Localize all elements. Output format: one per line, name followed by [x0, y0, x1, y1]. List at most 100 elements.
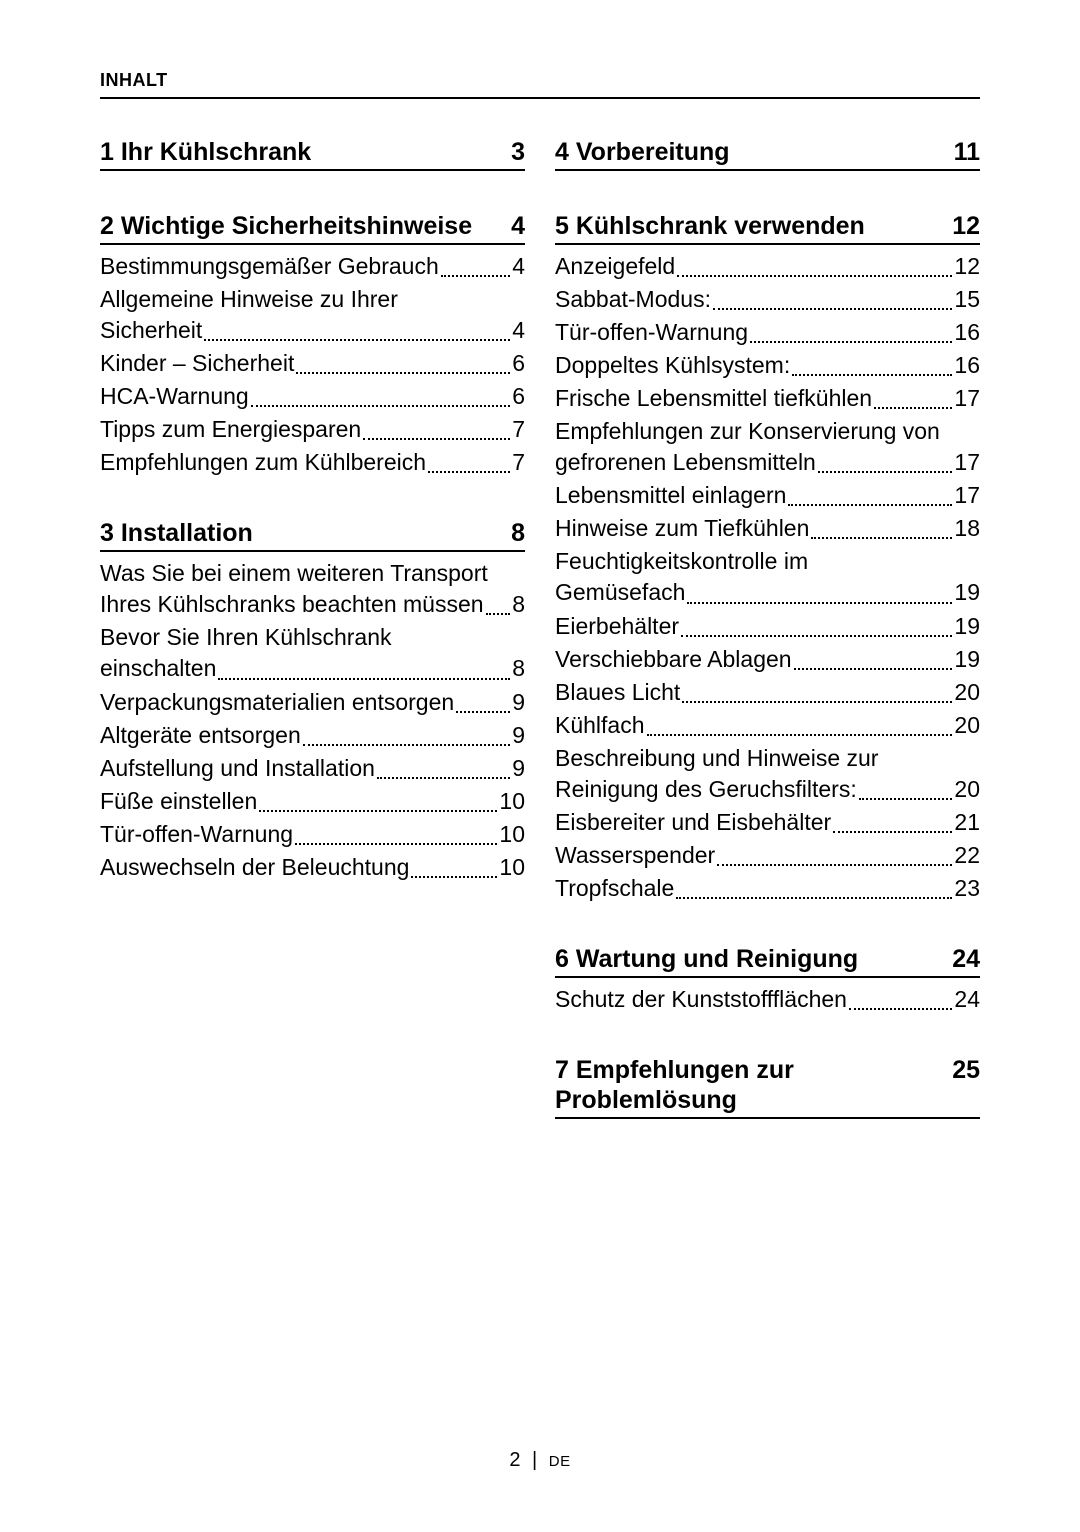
toc-entry: Doppeltes Kühlsystem: 16 [555, 350, 980, 381]
section-page: 3 [511, 137, 525, 167]
toc-entry-label: Tür-offen-Warnung [555, 317, 748, 348]
toc-entry: Hinweise zum Tiefkühlen 18 [555, 513, 980, 544]
toc-leader [859, 798, 953, 800]
toc-entry-page: 17 [954, 480, 980, 511]
toc-leader [750, 341, 952, 343]
toc-leader [218, 678, 510, 680]
section-title: 6 Wartung und Reinigung [555, 944, 952, 974]
toc-entry: Kinder – Sicherheit 6 [100, 348, 525, 379]
section-heading: 2 Wichtige Sicherheitshinweise4 [100, 211, 525, 245]
toc-entry-preline: Was Sie bei einem weiteren Transport [100, 558, 525, 589]
toc-entry: Sabbat-Modus: 15 [555, 284, 980, 315]
toc-entry-label: Hinweise zum Tiefkühlen [555, 513, 809, 544]
toc-entry: Verschiebbare Ablagen19 [555, 644, 980, 675]
toc-entry: Tür-offen-Warnung 10 [100, 819, 525, 850]
toc-entry-label: Wasserspender [555, 840, 715, 871]
toc-entry: Lebensmittel einlagern 17 [555, 480, 980, 511]
toc-leader [794, 668, 953, 670]
toc-entry-page: 8 [512, 653, 525, 684]
toc-leader [456, 711, 510, 713]
toc-entry-label: Auswechseln der Beleuchtung [100, 852, 409, 883]
section-heading: 5 Kühlschrank verwenden12 [555, 211, 980, 245]
toc-entry-page: 9 [512, 687, 525, 718]
section-heading: 7 Empfehlungen zur Problemlösung25 [555, 1055, 980, 1119]
toc-entry-page: 20 [954, 677, 980, 708]
toc-entry-page: 7 [512, 414, 525, 445]
section-heading: 3 Installation8 [100, 518, 525, 552]
toc-entry-label: Lebensmittel einlagern [555, 480, 786, 511]
toc-leader [811, 537, 952, 539]
toc-entry-preline: Empfehlungen zur Konservierung von [555, 416, 980, 447]
toc-entry: Was Sie bei einem weiteren TransportIhre… [100, 558, 525, 620]
toc-entry: Blaues Licht20 [555, 677, 980, 708]
right-column: 4 Vorbereitung115 Kühlschrank verwenden1… [555, 129, 980, 1159]
toc-entry-preline: Feuchtigkeitskontrolle im [555, 546, 980, 577]
toc-entry-page: 16 [954, 317, 980, 348]
toc-entry-line: Gemüsefach 19 [555, 577, 980, 608]
toc-entry-label: Ihres Kühlschranks beachten müssen [100, 589, 484, 620]
toc-entry-label: Sabbat-Modus: [555, 284, 711, 315]
toc-leader [259, 810, 497, 812]
toc-leader [296, 372, 510, 374]
section-block: 4 Vorbereitung11 [555, 137, 980, 171]
footer-page-number: 2 [509, 1449, 520, 1471]
toc-entry-label: gefrorenen Lebensmitteln [555, 447, 816, 478]
toc-entry-label: einschalten [100, 653, 216, 684]
section-block: 5 Kühlschrank verwenden12 Anzeigefeld12Sa… [555, 211, 980, 904]
toc-entry: Empfehlungen zur Konservierung vongefror… [555, 416, 980, 478]
toc-entry-label: Schutz der Kunststoffflächen [555, 984, 847, 1015]
toc-entry: Allgemeine Hinweise zu IhrerSicherheit4 [100, 284, 525, 346]
toc-entry: Bevor Sie Ihren Kühlschrankeinschalten8 [100, 622, 525, 684]
toc-leader [818, 471, 953, 473]
toc-leader [251, 405, 511, 407]
toc-entry: Frische Lebensmittel tiefkühlen17 [555, 383, 980, 414]
section-title: 7 Empfehlungen zur Problemlösung [555, 1055, 952, 1115]
toc-entry-line: einschalten 8 [100, 653, 525, 684]
left-column: 1 Ihr Kühlschrank3 2 Wichtige Sicherheits… [100, 129, 525, 1159]
toc-entry: Tropfschale 23 [555, 873, 980, 904]
toc-entry-page: 8 [512, 589, 525, 620]
section-title: 1 Ihr Kühlschrank [100, 137, 511, 167]
section-heading: 6 Wartung und Reinigung24 [555, 944, 980, 978]
toc-entry: Auswechseln der Beleuchtung10 [100, 852, 525, 883]
toc-entry: Schutz der Kunststoffflächen 24 [555, 984, 980, 1015]
toc-entry-label: Gemüsefach [555, 577, 685, 608]
toc-entry-label: Bestimmungsgemäßer Gebrauch [100, 251, 439, 282]
section-block: 1 Ihr Kühlschrank3 [100, 137, 525, 171]
toc-leader [411, 876, 497, 878]
toc-entry-page: 10 [499, 819, 525, 850]
toc-entry: Eierbehälter19 [555, 611, 980, 642]
section-block: 3 Installation8 Was Sie bei einem weitere… [100, 518, 525, 882]
toc-entry-label: Frische Lebensmittel tiefkühlen [555, 383, 872, 414]
toc-entry-label: Verpackungsmaterialien entsorgen [100, 687, 454, 718]
toc-entry-label: Tropfschale [555, 873, 674, 904]
toc-entry-label: Tür-offen-Warnung [100, 819, 293, 850]
section-title: 5 Kühlschrank verwenden [555, 211, 952, 241]
section-title: 4 Vorbereitung [555, 137, 954, 167]
toc-entry-label: Kinder – Sicherheit [100, 348, 294, 379]
toc-entry-label: Anzeigefeld [555, 251, 675, 282]
toc-entry-page: 10 [499, 786, 525, 817]
toc-entry-preline: Beschreibung und Hinweise zur [555, 743, 980, 774]
toc-entry: Tipps zum Energiesparen7 [100, 414, 525, 445]
section-page: 11 [954, 137, 980, 167]
toc-entry-page: 17 [954, 447, 980, 478]
footer-separator: | [532, 1449, 537, 1471]
toc-entry-page: 22 [954, 840, 980, 871]
toc-entry-line: Reinigung des Geruchsfilters: 20 [555, 774, 980, 805]
toc-entry-page: 19 [954, 577, 980, 608]
toc-entry-page: 19 [954, 611, 980, 642]
toc-entry-page: 18 [954, 513, 980, 544]
toc-entry: Anzeigefeld12 [555, 251, 980, 282]
section-title: 2 Wichtige Sicherheitshinweise [100, 211, 511, 241]
toc-leader [833, 831, 952, 833]
footer-language: DE [549, 1453, 571, 1470]
toc-entry: Feuchtigkeitskontrolle imGemüsefach 19 [555, 546, 980, 608]
toc-entry-page: 6 [512, 348, 525, 379]
page-footer: 2 | DE [0, 1449, 1080, 1472]
section-block: 2 Wichtige Sicherheitshinweise4 Bestimmun… [100, 211, 525, 478]
toc-entry: Tür-offen-Warnung 16 [555, 317, 980, 348]
toc-leader [295, 843, 497, 845]
toc-entry: Wasserspender 22 [555, 840, 980, 871]
toc-entry: HCA-Warnung6 [100, 381, 525, 412]
